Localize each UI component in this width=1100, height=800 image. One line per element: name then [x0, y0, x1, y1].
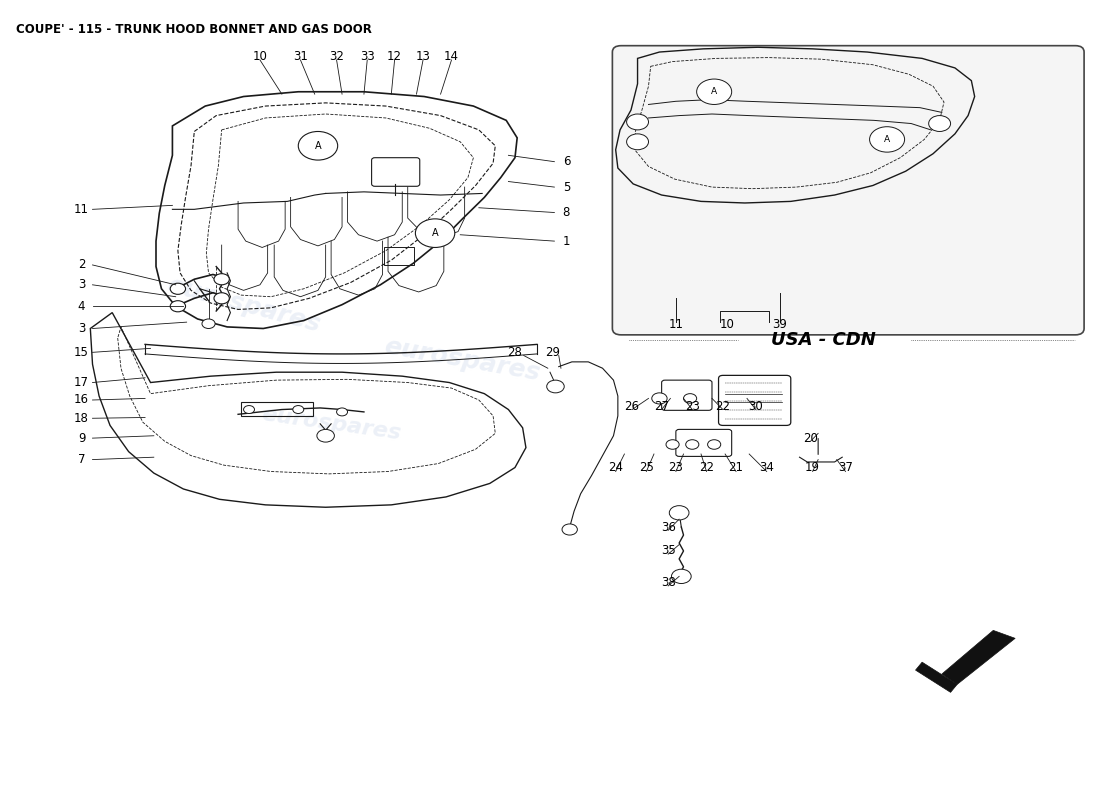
Text: 24: 24 [608, 461, 624, 474]
Bar [384, 247, 415, 265]
Text: 27: 27 [654, 400, 669, 413]
Text: 22: 22 [698, 461, 714, 474]
Text: USA - CDN: USA - CDN [771, 331, 876, 350]
Circle shape [669, 506, 689, 520]
Text: 25: 25 [639, 461, 653, 474]
Text: 2: 2 [78, 258, 86, 271]
Text: 36: 36 [661, 521, 675, 534]
Text: 10: 10 [719, 318, 735, 331]
FancyBboxPatch shape [613, 46, 1085, 335]
Text: 30: 30 [748, 400, 763, 413]
Circle shape [170, 301, 186, 312]
Text: eurospares: eurospares [383, 334, 542, 386]
Text: 8: 8 [563, 206, 570, 219]
Circle shape [170, 283, 186, 294]
Text: 10: 10 [253, 50, 267, 63]
Text: A: A [884, 135, 890, 144]
Circle shape [627, 134, 649, 150]
Text: 37: 37 [838, 461, 853, 474]
Text: 39: 39 [772, 318, 788, 331]
Text: 11: 11 [74, 203, 89, 216]
Circle shape [337, 408, 348, 416]
Text: 32: 32 [329, 50, 344, 63]
Circle shape [416, 219, 454, 247]
Text: 23: 23 [685, 400, 700, 413]
Polygon shape [942, 630, 1015, 685]
Text: 28: 28 [507, 346, 522, 359]
Text: 13: 13 [416, 50, 430, 63]
Text: 11: 11 [669, 318, 683, 331]
Circle shape [243, 406, 254, 414]
Text: 38: 38 [661, 576, 675, 590]
Circle shape [707, 440, 721, 450]
Text: 18: 18 [74, 412, 89, 425]
Circle shape [627, 114, 649, 130]
Circle shape [293, 406, 304, 414]
Text: 1: 1 [563, 234, 570, 248]
Text: 21: 21 [728, 461, 744, 474]
Text: 6: 6 [563, 155, 570, 168]
Text: 33: 33 [360, 50, 375, 63]
Text: 15: 15 [74, 346, 89, 359]
Text: A: A [432, 228, 439, 238]
Text: A: A [315, 141, 321, 150]
Text: 17: 17 [74, 376, 89, 389]
Text: 35: 35 [661, 545, 675, 558]
Text: 3: 3 [78, 322, 86, 335]
Circle shape [317, 430, 334, 442]
Text: 23: 23 [669, 461, 683, 474]
Text: COUPE' - 115 - TRUNK HOOD BONNET AND GAS DOOR: COUPE' - 115 - TRUNK HOOD BONNET AND GAS… [15, 22, 372, 36]
Circle shape [683, 394, 696, 403]
Text: 7: 7 [78, 453, 86, 466]
Polygon shape [915, 662, 957, 692]
Circle shape [671, 570, 691, 583]
Circle shape [214, 293, 229, 304]
Text: 34: 34 [759, 461, 774, 474]
Text: A: A [711, 87, 717, 96]
Text: 31: 31 [293, 50, 308, 63]
Text: 16: 16 [74, 394, 89, 406]
Text: 4: 4 [78, 300, 86, 313]
Text: 19: 19 [805, 461, 821, 474]
Circle shape [685, 440, 698, 450]
Text: 5: 5 [563, 181, 570, 194]
Text: 22: 22 [715, 400, 730, 413]
Text: 14: 14 [444, 50, 459, 63]
Circle shape [202, 319, 216, 329]
Text: 20: 20 [803, 432, 818, 445]
Circle shape [652, 393, 667, 404]
Text: eurospares: eurospares [164, 273, 323, 337]
Circle shape [870, 126, 904, 152]
Text: 29: 29 [544, 346, 560, 359]
Circle shape [547, 380, 564, 393]
Circle shape [214, 274, 229, 285]
Text: 3: 3 [78, 278, 86, 291]
Circle shape [666, 440, 679, 450]
Text: 9: 9 [78, 432, 86, 445]
Circle shape [696, 79, 732, 105]
Text: eurospares: eurospares [260, 404, 403, 443]
Circle shape [928, 115, 950, 131]
Text: 26: 26 [625, 400, 639, 413]
Circle shape [562, 524, 578, 535]
Bar [241, 402, 312, 416]
Circle shape [298, 131, 338, 160]
Text: 12: 12 [387, 50, 403, 63]
